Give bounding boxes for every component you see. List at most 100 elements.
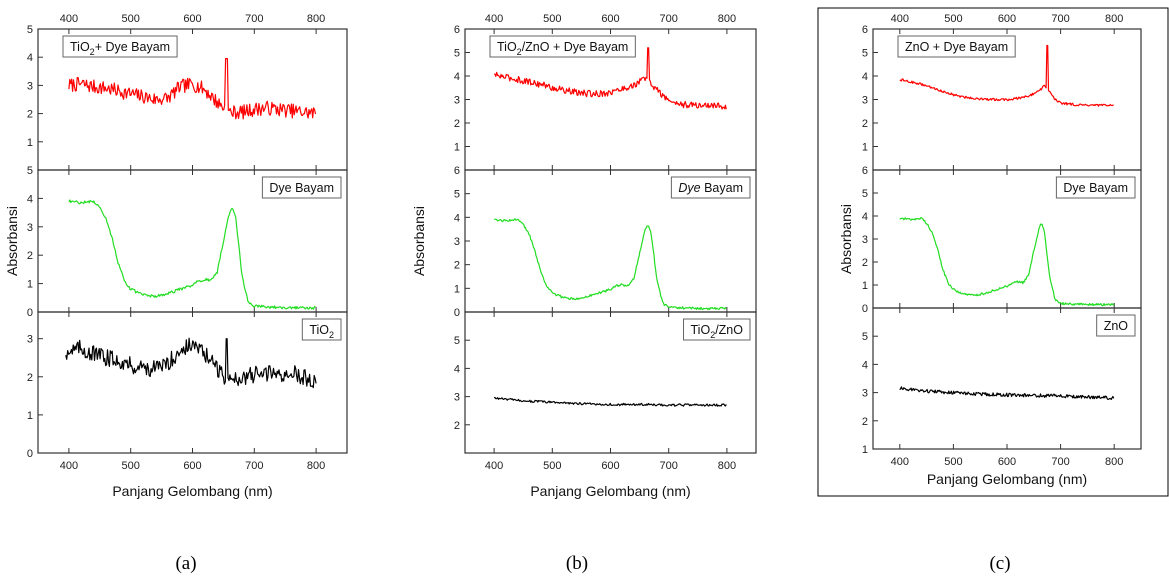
legend-label: Dye Bayam [261, 176, 342, 199]
y-tick-label: 3 [27, 334, 33, 346]
x-tick-label-top: 400 [60, 13, 78, 25]
legend-label: TiO2+ Dye Bayam [62, 35, 178, 58]
x-tick-label-top: 700 [245, 13, 263, 25]
legend-text-main: TiO [691, 323, 711, 337]
x-tick-label-top: 500 [944, 13, 962, 25]
y-axis-label: Absorbansi [411, 206, 427, 276]
y-tick-label: 5 [862, 331, 868, 343]
legend-text: ZnO + Dye Bayam [905, 40, 1008, 54]
y-tick-label: 0 [27, 307, 33, 319]
x-tick-label: 700 [245, 460, 263, 472]
legend-text-main: Dye [678, 181, 700, 195]
subplot-1: 1 2 3 4 5 6 ZnO + Dye Bayam [862, 24, 1142, 171]
x-tick-label: 600 [183, 460, 201, 472]
y-tick-label: 3 [27, 80, 33, 92]
legend-box [683, 318, 751, 341]
y-tick-label: 1 [454, 283, 460, 295]
legend-text-main: Dye Bayam [1063, 181, 1128, 195]
y-tick-label: 5 [454, 335, 460, 347]
y-tick-label: 2 [862, 416, 868, 428]
legend-text: Dye Bayam [269, 181, 334, 195]
legend-label: TiO2/ZnO + Dye Bayam [489, 35, 636, 58]
x-tick-label: 700 [660, 460, 678, 472]
y-tick-label: 0 [862, 303, 868, 315]
x-tick-label-top: 600 [601, 13, 619, 25]
y-tick-label: 4 [454, 212, 460, 224]
y-tick-label: 2 [454, 118, 460, 130]
series-line [494, 218, 727, 311]
y-tick-label: 4 [454, 71, 460, 83]
x-tick-label: 500 [122, 460, 140, 472]
legend-text-main: TiO [309, 323, 329, 337]
y-tick-label: 5 [27, 24, 33, 36]
y-tick-label: 6 [454, 165, 460, 177]
y-tick-label: 3 [862, 234, 868, 246]
chart-3: 1 2 3 4 5 6 ZnO + Dye Bayam 0 1 2 3 4 5 6 Dye Bayam 1 2 3… [817, 7, 1169, 497]
y-tick-label: 2 [27, 109, 33, 121]
subplot-2: 0 1 2 3 4 5 Dye Bayam [27, 165, 348, 319]
y-tick-label: 2 [454, 420, 460, 432]
legend-box [1055, 176, 1136, 199]
y-tick-label: 6 [862, 24, 868, 36]
x-tick-label: 800 [718, 460, 736, 472]
legend-box [1096, 314, 1136, 337]
x-tick-label: 400 [891, 456, 909, 468]
series-line [899, 217, 1115, 307]
x-tick-label-top: 500 [543, 13, 561, 25]
series-line [68, 58, 317, 120]
x-tick-label: 500 [944, 456, 962, 468]
legend-text-subscript: 2 [517, 47, 522, 57]
y-tick-label: 1 [862, 280, 868, 292]
y-tick-label: 5 [454, 189, 460, 201]
subplot-3: 1 2 3 4 5 ZnO [862, 307, 1142, 456]
x-tick-label-top: 600 [998, 13, 1016, 25]
subplot-2: 0 1 2 3 4 5 6 Dye Bayam [862, 165, 1142, 315]
y-tick-label: 4 [862, 359, 868, 371]
legend-text-main: TiO [497, 40, 517, 54]
legend-text-main: Dye Bayam [269, 181, 334, 195]
x-tick-label-top: 400 [485, 13, 503, 25]
legend-text: ZnO [1104, 319, 1129, 333]
series-line [68, 199, 316, 310]
y-tick-label: 3 [454, 95, 460, 107]
y-tick-label: 6 [862, 165, 868, 177]
legend-text: TiO2/ZnO [691, 323, 744, 340]
panel-caption-c: (c) [989, 553, 1011, 574]
y-tick-label: 4 [862, 71, 868, 83]
legend-text-main: ZnO [1104, 319, 1129, 333]
legend-label: Dye Bayam [1055, 176, 1136, 199]
y-tick-label: 2 [27, 250, 33, 262]
x-tick-label: 600 [998, 456, 1016, 468]
series-line [899, 44, 1114, 107]
x-axis-label: Panjang Gelombang (nm) [927, 471, 1087, 487]
series-line [493, 47, 727, 110]
legend-text-tail: /ZnO + Dye Bayam [522, 40, 629, 54]
x-tick-label-top: 700 [660, 13, 678, 25]
legend-text: TiO2+ Dye Bayam [70, 40, 170, 57]
x-tick-label: 400 [60, 460, 78, 472]
subplot-2: 0 1 2 3 4 5 6 Dye Bayam [454, 165, 757, 319]
y-tick-label: 2 [862, 118, 868, 130]
y-tick-label: 1 [454, 142, 460, 154]
legend-box [670, 176, 751, 199]
y-tick-label: 1 [862, 142, 868, 154]
y-tick-label: 3 [454, 392, 460, 404]
x-tick-label-top: 800 [307, 13, 325, 25]
legend-text: TiO2 [309, 323, 334, 340]
legend-label: Dye Bayam [670, 176, 751, 199]
y-tick-label: 5 [862, 188, 868, 200]
legend-text-subscript: 2 [710, 330, 715, 340]
y-tick-label: 4 [862, 211, 868, 223]
legend-box [62, 35, 178, 58]
y-axis-label: Absorbansi [838, 204, 854, 274]
y-tick-label: 3 [454, 236, 460, 248]
panel-caption-a: (a) [175, 553, 197, 574]
x-axis-label: Panjang Gelombang (nm) [530, 483, 690, 499]
series-line [494, 396, 727, 407]
y-tick-label: 1 [27, 410, 33, 422]
legend-box [897, 35, 1016, 58]
